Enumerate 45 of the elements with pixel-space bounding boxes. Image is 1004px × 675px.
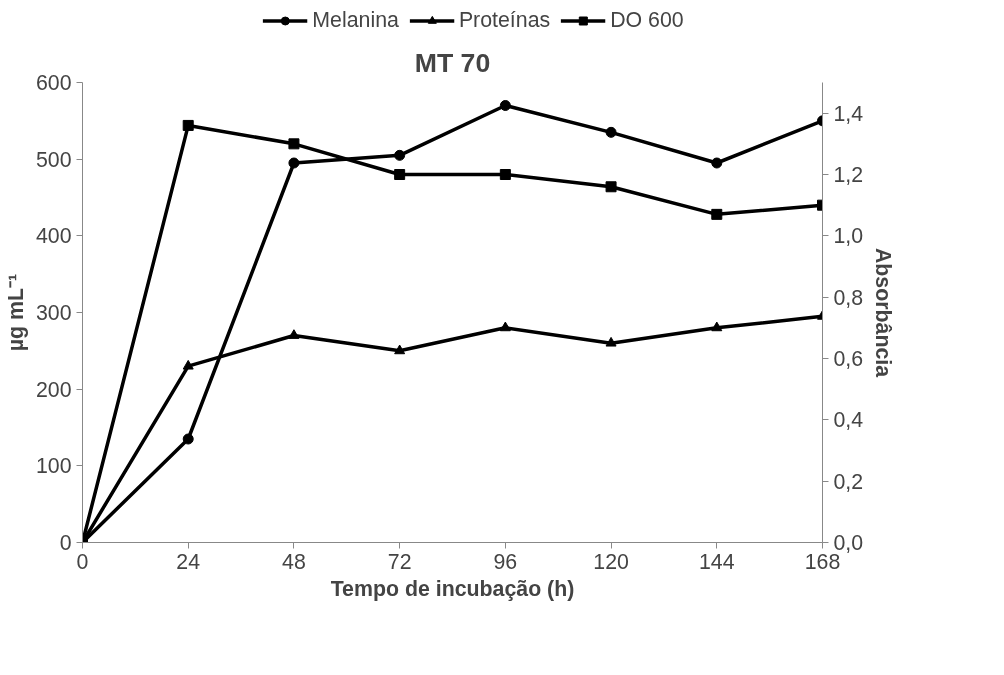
y2-tick-label: 0,4	[833, 408, 864, 433]
x-tick-label: 24	[176, 549, 201, 574]
point	[182, 359, 194, 370]
y2-tick-label: 1,0	[833, 224, 864, 249]
point	[605, 181, 617, 193]
point	[499, 169, 511, 180]
point	[605, 126, 617, 138]
y2-tick-label: 0,6	[833, 347, 864, 371]
point	[394, 169, 406, 180]
legend-label: Proteínas	[458, 7, 551, 33]
y2-tick-label: 0,2	[833, 469, 864, 494]
legend-label: Melanina	[312, 7, 399, 33]
point	[394, 149, 406, 161]
point	[288, 157, 300, 169]
point	[499, 321, 511, 332]
y2-tick-label: 1,2	[833, 163, 864, 187]
x-axis-title: Tempo de incubação (h)	[330, 576, 575, 601]
point	[711, 321, 723, 332]
y-axis-title: µg mL⁻¹	[3, 273, 28, 352]
y-tick-label: 600	[35, 71, 72, 95]
y-tick-label: 0	[59, 531, 72, 555]
x-tick-label: 96	[493, 549, 518, 574]
point	[394, 344, 406, 355]
y2-tick-label: 0,8	[833, 285, 864, 310]
point	[605, 336, 617, 347]
y-tick-label: 500	[35, 147, 72, 172]
point	[288, 329, 300, 339]
point	[288, 138, 300, 150]
point	[711, 157, 723, 169]
legend-label: DO 600	[610, 7, 684, 33]
x-tick-label: 0	[76, 549, 89, 574]
y2-axis-title: Absorbância	[871, 247, 896, 378]
y-tick-label: 200	[35, 377, 72, 402]
x-tick-label: 72	[387, 549, 412, 574]
y2-tick-label: 1,4	[833, 101, 864, 126]
y-tick-label: 300	[35, 301, 72, 325]
point	[499, 100, 511, 111]
point	[711, 208, 723, 220]
x-tick-label: 120	[593, 549, 629, 574]
y-tick-label: 100	[35, 454, 72, 479]
chart-title: MT 70	[414, 47, 491, 78]
x-tick-label: 144	[698, 549, 735, 574]
y-tick-label: 400	[35, 224, 72, 249]
x-tick-label: 48	[282, 549, 306, 574]
point	[182, 119, 194, 131]
